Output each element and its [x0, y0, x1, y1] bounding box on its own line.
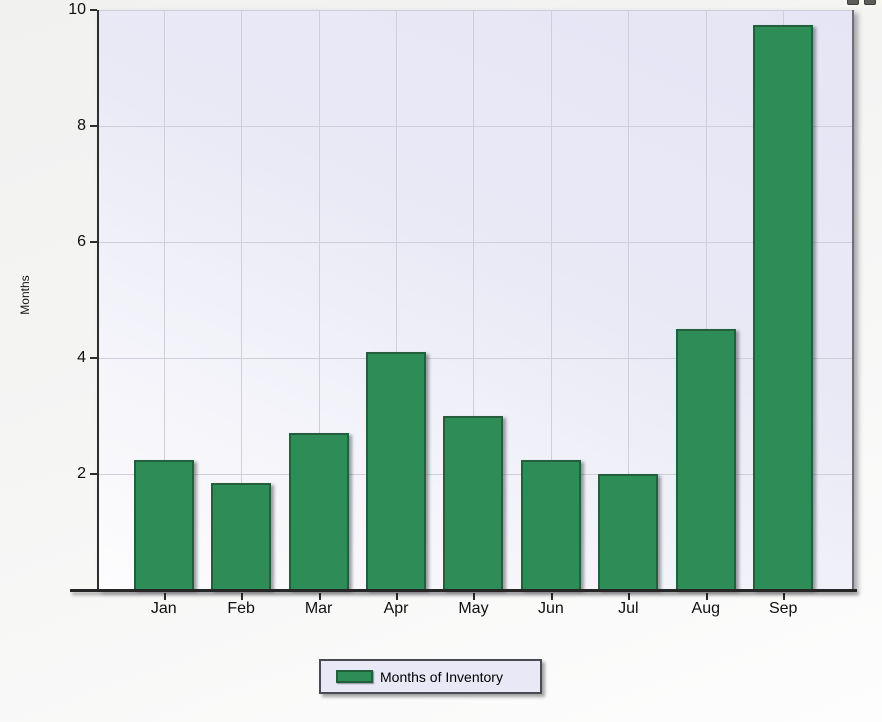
bar-feb [211, 482, 272, 590]
gridline-x-mar [318, 10, 320, 590]
gridline-x-feb [241, 10, 243, 590]
y-tick-label-10: 10 [68, 1, 86, 18]
x-tick-label-jun: Jun [538, 600, 564, 617]
x-tick-label-may: May [458, 600, 489, 617]
bar-may [443, 416, 504, 590]
x-tick-mark-feb [241, 593, 244, 600]
y-tick-mark-6 [90, 241, 97, 243]
column-apr [357, 10, 434, 600]
x-tick-mark-mar [318, 593, 321, 600]
y-tick-label-8: 8 [77, 117, 86, 134]
bar-jul [598, 474, 659, 590]
x-tick-mark-jul [628, 593, 631, 600]
x-axis-labels: Jan Feb Mar Apr May Jun Jul Aug Sep [99, 600, 852, 618]
x-tick-label-sep: Sep [768, 600, 798, 617]
gridline-x-jan [163, 10, 165, 590]
legend-label: Months of Inventory [380, 668, 503, 685]
column-jun [512, 10, 589, 600]
column-jul [590, 10, 667, 600]
bar-jan [133, 459, 194, 590]
x-tick-mark-aug [705, 593, 708, 600]
gridline-y-6 [99, 242, 852, 243]
y-tick-mark-4 [90, 357, 97, 359]
y-tick-mark-8 [90, 125, 97, 127]
gridline-x-aug [705, 10, 707, 590]
column-jan [125, 10, 202, 600]
x-tick-mark-jun [550, 593, 553, 600]
partial-toolbar-button-1-icon[interactable] [847, 0, 859, 5]
y-tick-label-6: 6 [77, 233, 86, 250]
toolbar-strip [844, 0, 882, 7]
x-tick-label-mar: Mar [304, 600, 333, 617]
x-tick-mark-sep [783, 593, 786, 600]
x-tick-label-jul: Jul [618, 600, 639, 617]
bar-jun [520, 459, 581, 590]
column-mar [280, 10, 357, 600]
bar-mar [288, 433, 349, 590]
bar-apr [366, 352, 427, 590]
legend: Months of Inventory [319, 659, 542, 694]
y-tick-label-4: 4 [77, 349, 86, 366]
bar-aug [675, 329, 736, 590]
x-tick-label-apr: Apr [383, 600, 409, 617]
gridline-x-apr [396, 10, 398, 590]
gridline-x-jun [550, 10, 552, 590]
x-axis-line [70, 589, 857, 592]
column-feb [202, 10, 279, 600]
gridline-y-4 [99, 358, 852, 359]
column-sep [745, 10, 822, 600]
x-tick-mark-apr [396, 593, 399, 600]
y-tick-mark-10 [90, 9, 97, 11]
gridline-y-8 [99, 126, 852, 127]
x-tick-label-feb: Feb [227, 600, 255, 617]
y-tick-label-2: 2 [77, 465, 86, 482]
gridline-y-10 [99, 10, 852, 11]
legend-swatch-icon [336, 670, 373, 683]
y-axis-labels: 2 4 6 8 10 [0, 2, 86, 590]
plot-area [97, 10, 854, 600]
x-tick-mark-may [473, 593, 476, 600]
x-tick-label-jan: Jan [150, 600, 177, 617]
y-axis-ticks [90, 9, 97, 590]
column-aug [667, 10, 744, 600]
y-tick-mark-2 [90, 473, 97, 475]
column-may [435, 10, 512, 600]
gridline-x-jul [628, 10, 630, 590]
gridline-x-may [473, 10, 475, 590]
x-tick-label-aug: Aug [691, 600, 721, 617]
bar-sep [753, 24, 814, 590]
x-tick-mark-jan [163, 593, 166, 600]
partial-toolbar-button-2-icon[interactable] [864, 0, 876, 5]
bar-columns [99, 10, 852, 600]
